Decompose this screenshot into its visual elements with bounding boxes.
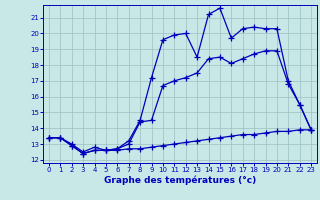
X-axis label: Graphe des températures (°c): Graphe des températures (°c) [104, 176, 256, 185]
